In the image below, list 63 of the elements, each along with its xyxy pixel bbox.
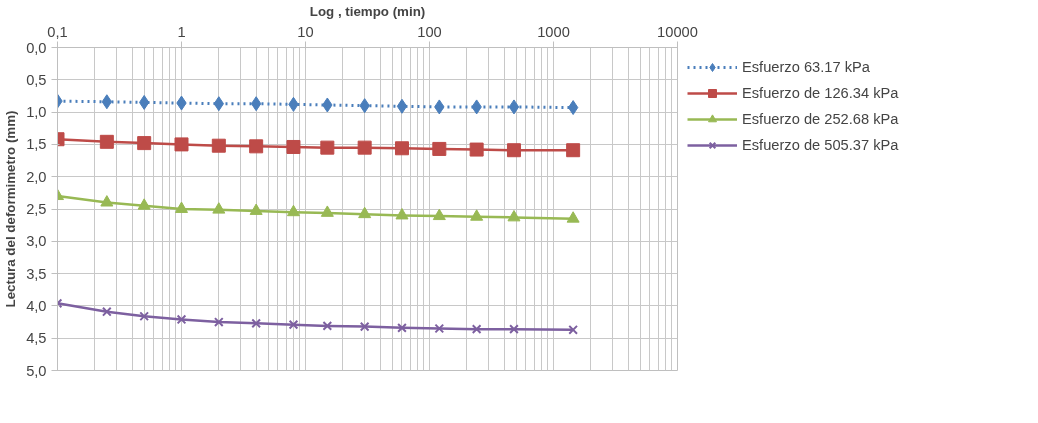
point <box>509 324 519 335</box>
x-tick-label: 0,1 <box>47 23 68 40</box>
point <box>139 311 150 322</box>
point <box>358 206 372 219</box>
point <box>100 195 114 207</box>
y-tick-label: 5,0 <box>26 362 47 379</box>
point <box>213 317 224 327</box>
point <box>175 201 188 213</box>
x-tick-label: 1 <box>177 23 186 40</box>
point <box>137 136 152 151</box>
point <box>394 141 409 156</box>
y-tick-label: 4,5 <box>26 330 47 347</box>
point <box>507 209 521 222</box>
y-tick-label: 4,0 <box>26 297 47 314</box>
point <box>469 142 484 157</box>
y-tick-label: 0,5 <box>26 71 47 88</box>
point <box>251 318 262 329</box>
point <box>99 134 114 149</box>
x-tick-label: 1000 <box>537 23 570 40</box>
x-tick-label: 100 <box>417 23 442 40</box>
point <box>395 208 409 220</box>
y-axis-title: Lectura del deformimetro (mm) <box>3 110 19 308</box>
point <box>101 306 112 317</box>
x-tick-label: 10 <box>297 23 314 40</box>
point <box>471 324 482 335</box>
point <box>357 140 372 155</box>
point <box>174 137 189 152</box>
point <box>249 139 264 154</box>
point <box>176 314 187 325</box>
point <box>249 203 263 215</box>
y-tick-label: 2,5 <box>26 201 47 217</box>
x-axis-title: Log , tiempo (min) <box>309 3 426 19</box>
point <box>286 139 301 154</box>
y-tick-label: 3,5 <box>26 265 47 282</box>
point <box>137 198 151 210</box>
point <box>320 205 334 217</box>
point <box>288 319 299 330</box>
y-tick-label: 1,0 <box>26 104 47 121</box>
point <box>434 323 445 334</box>
point <box>286 204 300 217</box>
point <box>397 322 407 333</box>
point <box>211 138 226 153</box>
point <box>508 99 520 115</box>
point <box>101 94 113 110</box>
y-tick-label: 2,0 <box>26 168 47 185</box>
legend-label: Esfuerzo 63.17 kPa <box>742 59 870 75</box>
point <box>320 140 335 155</box>
point <box>359 321 370 332</box>
x-tick-label: 10000 <box>657 23 698 40</box>
y-tick-label: 1,5 <box>26 136 47 153</box>
point <box>250 96 262 112</box>
point <box>322 321 333 331</box>
legend-label: Esfuerzo de 252.68 kPa <box>742 111 899 127</box>
point <box>396 98 408 114</box>
point <box>432 141 447 156</box>
point <box>506 143 521 158</box>
legend-label: Esfuerzo de 505.37 kPa <box>742 137 899 153</box>
legend-label: Esfuerzo de 126.34 kPa <box>742 85 899 101</box>
y-tick-label: 3,0 <box>26 233 47 250</box>
point <box>470 209 484 221</box>
point <box>212 202 226 214</box>
y-tick-label: 0,0 <box>26 39 47 56</box>
point <box>432 208 446 221</box>
